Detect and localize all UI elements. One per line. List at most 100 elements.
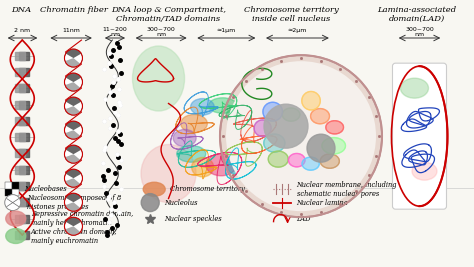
Text: ≈2μm: ≈2μm: [288, 28, 307, 33]
Text: 300~700: 300~700: [147, 27, 175, 32]
Bar: [19, 101, 29, 109]
Bar: [16, 198, 26, 206]
Bar: [19, 166, 29, 174]
Bar: [19, 52, 29, 60]
Text: Chromosome territory
inside cell nucleus: Chromosome territory inside cell nucleus: [244, 6, 339, 23]
Bar: [5, 182, 12, 189]
Wedge shape: [65, 106, 81, 115]
Bar: [19, 182, 29, 190]
Text: Nuclear lamina: Nuclear lamina: [297, 199, 348, 207]
Circle shape: [5, 195, 21, 211]
Circle shape: [64, 193, 82, 211]
Text: Repressive chromatin domain,
mainly heterochromatin: Repressive chromatin domain, mainly hete…: [31, 210, 133, 227]
Bar: [16, 84, 26, 92]
Ellipse shape: [133, 46, 184, 111]
Text: Chromosome territory: Chromosome territory: [170, 185, 245, 193]
Bar: [19, 133, 29, 141]
Wedge shape: [65, 178, 81, 187]
Wedge shape: [66, 97, 81, 106]
Wedge shape: [66, 49, 81, 58]
Wedge shape: [65, 82, 81, 91]
Circle shape: [64, 97, 82, 115]
Circle shape: [64, 217, 82, 235]
Text: Nucleosome, composed of 8
histones proteines: Nucleosome, composed of 8 histones prote…: [27, 194, 121, 211]
Bar: [5, 189, 12, 196]
Bar: [12, 182, 19, 189]
Text: 300~700: 300~700: [405, 27, 434, 32]
Bar: [16, 68, 26, 76]
Wedge shape: [65, 154, 81, 163]
Text: Nucleobases: Nucleobases: [24, 185, 66, 193]
Wedge shape: [65, 202, 81, 211]
Text: nm: nm: [110, 32, 120, 37]
Polygon shape: [320, 154, 339, 168]
Circle shape: [264, 104, 308, 148]
Circle shape: [64, 73, 82, 91]
Text: ≈1μm: ≈1μm: [217, 28, 236, 33]
Wedge shape: [65, 58, 81, 67]
Ellipse shape: [236, 114, 267, 135]
Ellipse shape: [143, 182, 165, 196]
Text: 11nm: 11nm: [62, 28, 80, 33]
Circle shape: [141, 194, 159, 211]
Circle shape: [220, 55, 382, 217]
Text: DNA loop & Compartment,
Chromatin/TAD domains: DNA loop & Compartment, Chromatin/TAD do…: [111, 6, 226, 23]
Bar: [19, 215, 29, 223]
Text: Nuclear membrane, including
schematic nuclear pores: Nuclear membrane, including schematic nu…: [297, 181, 397, 198]
Ellipse shape: [234, 145, 261, 161]
Wedge shape: [66, 145, 81, 154]
Wedge shape: [66, 217, 81, 226]
Circle shape: [64, 49, 82, 67]
Text: Active chromatin domain,
mainly euchromatin: Active chromatin domain, mainly euchroma…: [31, 227, 117, 245]
Bar: [16, 117, 26, 125]
Bar: [19, 117, 29, 125]
Text: nm: nm: [414, 32, 425, 37]
Bar: [16, 215, 26, 223]
Circle shape: [64, 169, 82, 187]
Ellipse shape: [141, 144, 196, 202]
Circle shape: [307, 134, 335, 162]
Text: Chromatin fiber: Chromatin fiber: [39, 6, 108, 14]
Ellipse shape: [412, 162, 437, 180]
Text: Lamina-associated
domain(LAD): Lamina-associated domain(LAD): [378, 6, 456, 23]
Wedge shape: [66, 73, 81, 82]
Polygon shape: [302, 92, 320, 110]
Text: Nuclear speckles: Nuclear speckles: [164, 215, 222, 223]
Ellipse shape: [6, 229, 26, 244]
Ellipse shape: [226, 108, 249, 123]
Circle shape: [64, 121, 82, 139]
Bar: [16, 231, 26, 239]
Polygon shape: [254, 120, 271, 136]
Wedge shape: [65, 226, 81, 235]
Ellipse shape: [191, 158, 214, 177]
Bar: [16, 133, 26, 141]
Bar: [19, 150, 29, 158]
Bar: [19, 231, 29, 239]
Polygon shape: [302, 157, 319, 170]
Polygon shape: [322, 138, 346, 154]
Ellipse shape: [206, 154, 237, 176]
Bar: [12, 189, 19, 196]
Text: 11~200: 11~200: [102, 27, 128, 32]
Text: DNA: DNA: [11, 6, 31, 14]
Polygon shape: [268, 151, 288, 167]
Ellipse shape: [401, 78, 428, 98]
Polygon shape: [326, 121, 344, 134]
Bar: [16, 182, 26, 190]
Ellipse shape: [240, 131, 268, 148]
Ellipse shape: [191, 99, 214, 115]
Wedge shape: [66, 121, 81, 130]
Polygon shape: [310, 109, 329, 124]
Bar: [16, 101, 26, 109]
Ellipse shape: [173, 129, 196, 147]
Wedge shape: [66, 193, 81, 202]
Circle shape: [64, 145, 82, 163]
Polygon shape: [264, 134, 285, 152]
Ellipse shape: [181, 115, 207, 133]
Polygon shape: [283, 108, 300, 121]
Bar: [16, 52, 26, 60]
FancyBboxPatch shape: [392, 63, 447, 209]
Circle shape: [226, 61, 376, 211]
Wedge shape: [65, 130, 81, 139]
Wedge shape: [66, 169, 81, 178]
